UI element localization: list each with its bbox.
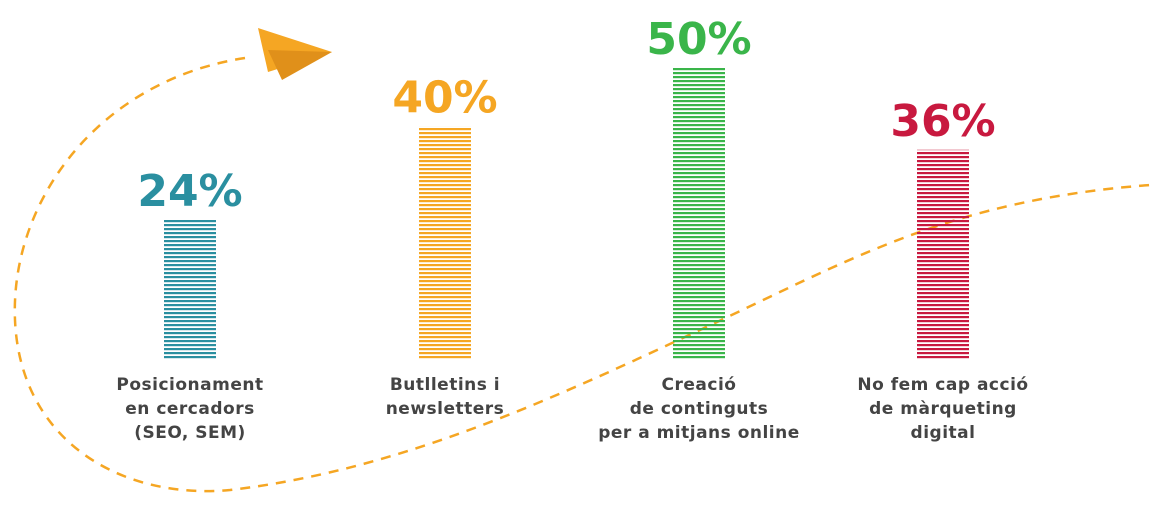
category-label: No fem cap acció de màrqueting digital bbox=[857, 375, 1029, 443]
category-label: Creació de continguts per a mitjans onli… bbox=[598, 375, 800, 443]
bar bbox=[917, 149, 969, 360]
bar bbox=[419, 126, 471, 361]
paper-plane bbox=[258, 28, 332, 80]
category-label: Butlletins i newsletters bbox=[385, 375, 505, 419]
bar bbox=[673, 68, 725, 360]
category-label: Posicionament en cercadors (SEO, SEM) bbox=[116, 375, 264, 443]
value-label: 50% bbox=[646, 14, 751, 65]
value-label: 24% bbox=[137, 166, 242, 217]
value-label: 40% bbox=[392, 72, 497, 123]
bar bbox=[164, 219, 216, 360]
value-label: 36% bbox=[890, 96, 995, 147]
dashed-path bbox=[13, 56, 1151, 493]
